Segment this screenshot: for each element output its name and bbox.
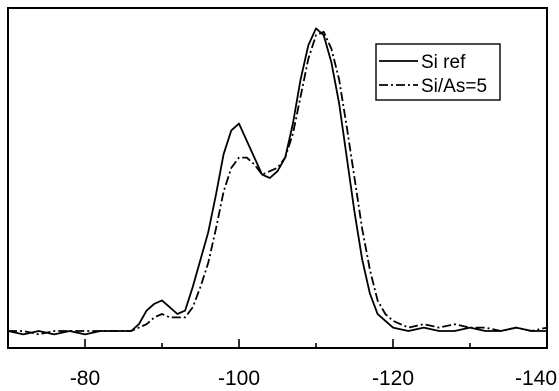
plot-area [7,7,548,349]
x-axis: -80 -100 -120 -140 [70,339,557,390]
legend: Si ref Si/As=5 [375,43,501,101]
legend-box [375,43,501,101]
x-tick-label: -80 [70,367,100,390]
legend-label-2: Si/As=5 [421,76,487,97]
x-tick-label: -120 [372,367,414,390]
x-tick-label: -100 [218,367,260,390]
plot-frame [7,7,548,349]
series-line-1 [7,27,547,336]
x-tick-label: -140 [515,367,557,390]
legend-label-1: Si ref [421,52,466,73]
series-line-2 [8,30,548,336]
